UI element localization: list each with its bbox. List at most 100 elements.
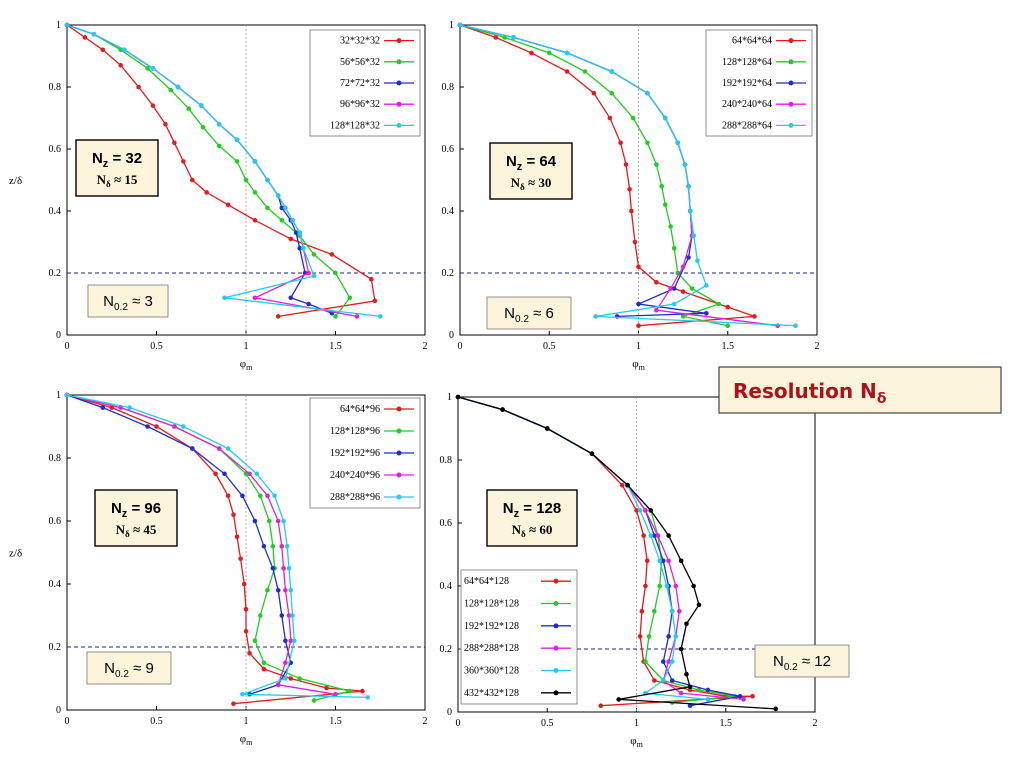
legend-marker: [396, 59, 402, 65]
data-point: [266, 518, 272, 524]
y-tick-label: 0.8: [442, 82, 455, 93]
data-point: [691, 233, 697, 239]
data-point: [684, 621, 689, 627]
data-point: [82, 35, 88, 40]
data-point: [109, 405, 115, 410]
data-point: [686, 255, 691, 260]
data-point: [216, 121, 222, 127]
data-point: [654, 162, 659, 167]
data-point: [216, 446, 222, 451]
data-point: [660, 558, 666, 564]
data-point: [270, 565, 276, 571]
y-tick-label: 0: [56, 330, 61, 341]
x-tick-label: 2: [423, 716, 428, 727]
data-point: [145, 66, 150, 71]
data-point: [634, 508, 639, 513]
data-point: [265, 588, 270, 593]
data-point: [564, 50, 570, 56]
data-point: [678, 646, 684, 652]
y-tick-label: 0.6: [440, 518, 453, 529]
series-line: [457, 396, 776, 710]
n02-box: [754, 644, 850, 678]
data-point: [290, 218, 295, 223]
y-tick-label: 0.2: [49, 642, 62, 653]
data-point: [283, 205, 288, 211]
data-point: [696, 602, 702, 608]
data-point: [283, 588, 288, 593]
data-point: [163, 121, 168, 127]
data-point: [121, 47, 127, 53]
legend-marker: [396, 472, 402, 478]
data-point: [637, 508, 643, 513]
data-point: [275, 518, 281, 524]
x-tick-label: 1.5: [722, 341, 735, 352]
legend-entry-label: 128*128*32: [330, 120, 380, 131]
y-tick-label: 1: [56, 20, 61, 31]
legend-entry-label: 288*288*128: [464, 643, 519, 654]
data-point: [286, 613, 292, 618]
data-point: [582, 69, 588, 74]
data-point: [680, 289, 686, 294]
legend-entry-label: 240*240*96: [330, 470, 380, 481]
data-point: [696, 687, 702, 693]
legend-marker: [788, 59, 794, 65]
series-288*288*96: [64, 392, 371, 700]
data-point: [636, 323, 641, 329]
data-point: [662, 115, 668, 121]
x-tick-label: 2: [813, 718, 818, 729]
data-point: [252, 159, 258, 164]
data-point: [252, 295, 258, 301]
data-point: [666, 659, 671, 664]
legend-marker: [396, 80, 402, 86]
data-point: [283, 660, 288, 666]
resolution-annotation: Nz = 32 Nδ ≈ 15: [75, 139, 159, 197]
legend-entry-label: 128*128*64: [722, 57, 772, 68]
legend-marker: [396, 101, 402, 107]
data-point: [241, 581, 247, 587]
data-point: [668, 224, 673, 229]
data-point: [607, 115, 613, 121]
legend-entry-label: 128*128*96: [330, 426, 380, 437]
data-point: [145, 424, 150, 429]
data-point: [616, 697, 621, 702]
data-point: [275, 314, 281, 319]
data-point: [200, 125, 206, 130]
data-point: [705, 687, 711, 693]
data-point: [333, 270, 338, 276]
data-point: [687, 687, 693, 693]
legend-entry-label: 432*432*128: [464, 688, 519, 699]
legend: 64*64*64 128*128*64 192*192*64 240*240*64 28…: [705, 29, 813, 137]
y-tick-label: 0.2: [49, 268, 62, 279]
legend-entry-label: 64*64*96: [340, 404, 380, 415]
data-point: [238, 556, 243, 562]
data-point: [168, 87, 174, 93]
data-point: [686, 183, 691, 189]
data-point: [365, 695, 371, 700]
legend-marker: [788, 122, 794, 128]
data-point: [286, 565, 292, 571]
data-point: [243, 628, 249, 634]
data-point: [641, 533, 646, 538]
data-point: [281, 518, 286, 524]
data-point: [240, 493, 245, 499]
y-tick-label: 0.4: [440, 581, 453, 592]
x-tick-label: 0.5: [150, 716, 163, 727]
data-point: [632, 239, 638, 245]
y-tick-label: 1: [56, 390, 61, 401]
data-point: [265, 205, 270, 211]
data-point: [213, 471, 218, 477]
data-point: [292, 638, 297, 643]
data-point: [529, 50, 534, 56]
data-point: [682, 162, 688, 167]
data-point: [154, 424, 159, 429]
data-point: [598, 703, 604, 708]
data-point: [234, 534, 240, 540]
data-point: [689, 286, 695, 291]
data-point: [243, 177, 249, 183]
y-tick-label: 1: [449, 20, 454, 31]
ndelta-label: Nδ ≈ 15: [97, 172, 138, 189]
data-point: [677, 608, 682, 614]
data-point: [100, 405, 106, 410]
data-point: [705, 697, 711, 702]
legend-marker: [553, 623, 559, 629]
